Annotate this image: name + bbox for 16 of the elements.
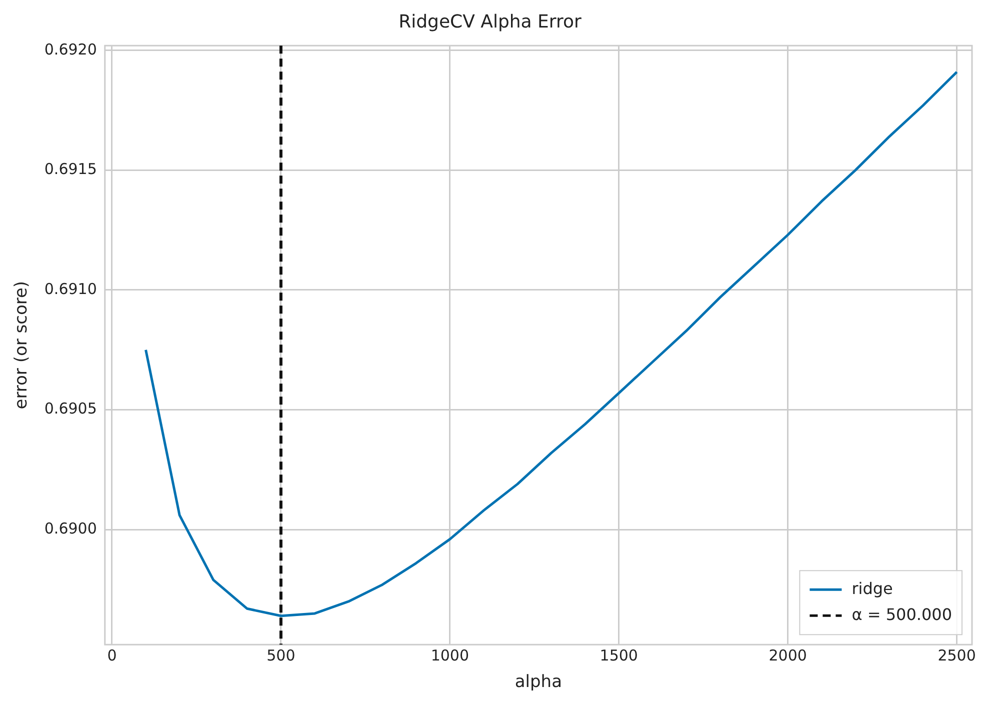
x-tick-label: 500 [266, 646, 296, 664]
legend-label: ridge [852, 578, 893, 598]
chart-title: RidgeCV Alpha Error [398, 11, 582, 32]
y-axis-title: error (or score) [12, 280, 32, 410]
x-tick-label: 1500 [600, 646, 638, 664]
ref-line-label: α = 500.000 [852, 604, 952, 624]
x-tick-label: 0 [107, 646, 117, 664]
y-tick-label: 0.6905 [44, 400, 97, 418]
x-tick-label: 2500 [938, 646, 976, 664]
x-axis-title: alpha [514, 672, 562, 692]
y-tick-label: 0.6920 [44, 40, 97, 58]
y-tick-label: 0.6900 [44, 519, 97, 538]
x-tick-label: 2000 [768, 646, 807, 664]
x-tick-label: 1000 [430, 646, 469, 664]
y-tick-label: 0.6910 [44, 280, 97, 298]
y-tick-label: 0.6915 [44, 160, 97, 178]
